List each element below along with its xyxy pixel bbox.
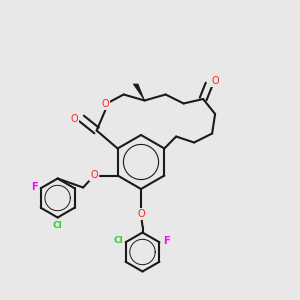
Text: O: O — [102, 99, 110, 109]
Text: O: O — [70, 113, 78, 124]
Text: O: O — [137, 209, 145, 219]
Text: F: F — [31, 182, 38, 192]
Text: Cl: Cl — [113, 236, 123, 245]
Polygon shape — [133, 84, 145, 101]
Text: O: O — [90, 170, 98, 181]
Text: F: F — [163, 236, 169, 246]
Text: O: O — [211, 76, 219, 86]
Text: Cl: Cl — [53, 220, 62, 230]
